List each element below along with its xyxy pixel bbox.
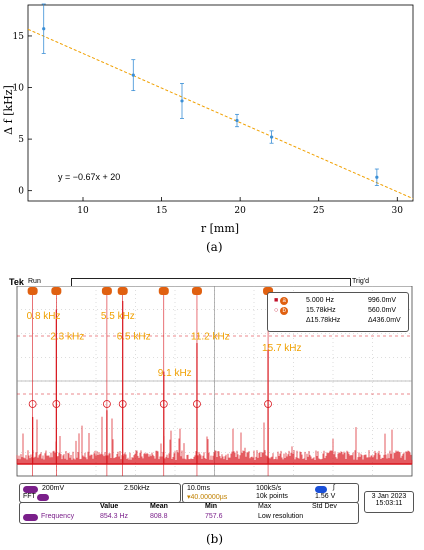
measure-min: 757.6 <box>205 513 223 520</box>
y-tick-label: 5 <box>18 135 24 145</box>
channel-status-box[interactable]: 200mV FFT 2.50kHz <box>19 483 181 503</box>
cursor-delta-frequency: Δ15.78kHz <box>306 317 341 324</box>
cursor-marker <box>191 287 202 295</box>
cursor-delta-value: Δ436.0mV <box>368 317 401 324</box>
trigger-level: 1.56 V <box>315 493 336 500</box>
measure-header-min: Min <box>205 503 218 510</box>
cursor-crosshair <box>193 400 201 408</box>
cursor-marker <box>51 287 62 295</box>
y-tick-label: 15 <box>13 32 25 42</box>
sample-rate: 100kS/s <box>256 485 282 492</box>
fit-line <box>27 28 414 200</box>
math-badge <box>37 494 49 501</box>
measurement-box: Value Mean Min Max Std Dev Frequency 854… <box>19 502 359 524</box>
trigger-status: Trig'd <box>351 278 369 285</box>
trigger-source-badge <box>315 486 327 493</box>
measure-source-badge <box>23 514 38 521</box>
math-scale: 2.50kHz <box>124 485 150 492</box>
cursor-a-value: 996.0mV <box>368 297 397 304</box>
peak-annotation: 11.2 kHz <box>191 332 230 343</box>
cursor-marker <box>27 287 38 295</box>
data-point <box>235 118 239 123</box>
measure-header-stddev: Std Dev <box>312 503 337 510</box>
time: 15:03:11 <box>375 500 403 507</box>
data-point <box>180 99 184 103</box>
data-point <box>42 27 46 31</box>
cursor-crosshair <box>103 400 111 408</box>
cursor-crosshair <box>52 400 61 408</box>
x-axis-label: r [mm] <box>201 222 239 235</box>
x-tick-label: 20 <box>234 206 246 216</box>
x-tick-label: 25 <box>313 206 325 216</box>
record-length: 10k points <box>256 493 288 500</box>
measure-name: Frequency <box>41 513 75 520</box>
caption-b: (b) <box>206 532 224 546</box>
data-point <box>375 175 379 179</box>
cursor-crosshair <box>118 400 127 408</box>
plot-frame <box>27 4 414 202</box>
data-point <box>131 73 135 77</box>
y-tick-label: 10 <box>13 84 25 94</box>
x-tick-label: 15 <box>156 206 168 216</box>
peak-annotation: 15.7 kHz <box>262 343 301 354</box>
measure-header-value: Value <box>100 503 119 510</box>
channel1-badge <box>23 486 38 493</box>
peak-annotation: 0.8 kHz <box>27 311 61 322</box>
timebase-box[interactable]: 10.0ms ▾40.00000µs 100kS/s 10k points ∫ … <box>182 483 359 503</box>
measure-header-mean: Mean <box>150 503 168 510</box>
peak-annotation: 6.5 kHz <box>117 332 151 343</box>
date: 3 Jan 2023 <box>371 493 407 500</box>
y-axis-label: Δ f [kHz] <box>2 85 15 135</box>
x-tick-label: 30 <box>392 206 404 216</box>
peak-annotation: 2.3 kHz <box>50 332 84 343</box>
cursor-marker <box>158 287 169 295</box>
fft-noise-trace <box>16 416 413 464</box>
oscilloscope-screen: Tek Run Trig'd 0.8 kHz 2.3 kHz 5.5 kHz 6.5 … <box>9 275 419 550</box>
channel-scale: 200mV <box>42 485 65 492</box>
measure-mean: 808.8 <box>150 513 168 520</box>
measure-note: Low resolution <box>258 513 304 520</box>
peak-annotation: 9.1 kHz <box>158 368 192 379</box>
peak-annotation: 5.5 kHz <box>101 311 135 322</box>
cursor-readout-panel: ■ a 5.000 Hz 996.0mV ○ b 15.78kHz 560.0m… <box>267 292 409 332</box>
cursor-marker <box>101 287 112 295</box>
cursor-crosshair <box>28 400 37 408</box>
cursor-b-frequency: 15.78kHz <box>306 307 336 314</box>
measure-value: 854.3 Hz <box>100 513 129 520</box>
data-point <box>269 135 274 139</box>
x-tick-label: 10 <box>77 206 89 216</box>
timebase: 10.0ms <box>187 485 210 492</box>
cursor-crosshair <box>159 400 168 408</box>
cursor-b-value: 560.0mV <box>368 307 397 314</box>
trigger-slope-icon: ∫ <box>333 484 335 491</box>
y-tick-label: 0 <box>18 187 24 197</box>
math-label: FFT <box>23 493 36 500</box>
datetime-box: 3 Jan 2023 15:03:11 <box>364 491 414 513</box>
cursor-crosshair <box>264 400 272 408</box>
measure-header-max: Max <box>258 503 272 510</box>
run-status: Run <box>28 278 41 285</box>
trigger-position: ▾40.00000µs <box>187 494 228 501</box>
fit-equation-label: y = −0.67x + 20 <box>58 172 120 182</box>
caption-a: (a) <box>206 240 223 254</box>
brand-logo: Tek <box>9 277 24 287</box>
cursor-a-frequency: 5.000 Hz <box>306 297 335 304</box>
cursor-marker <box>117 287 128 295</box>
